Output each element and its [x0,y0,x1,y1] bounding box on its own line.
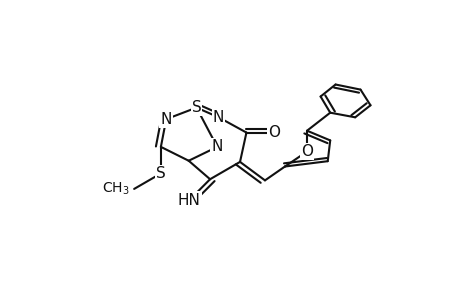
Text: N: N [211,140,223,154]
Text: S: S [156,166,165,181]
Text: N: N [160,112,172,127]
Text: $\mathsf{CH_3}$: $\mathsf{CH_3}$ [102,181,129,197]
Text: N: N [213,110,224,125]
Text: O: O [300,144,313,159]
Text: HN: HN [178,193,201,208]
Text: S: S [191,100,201,115]
Text: O: O [267,125,279,140]
